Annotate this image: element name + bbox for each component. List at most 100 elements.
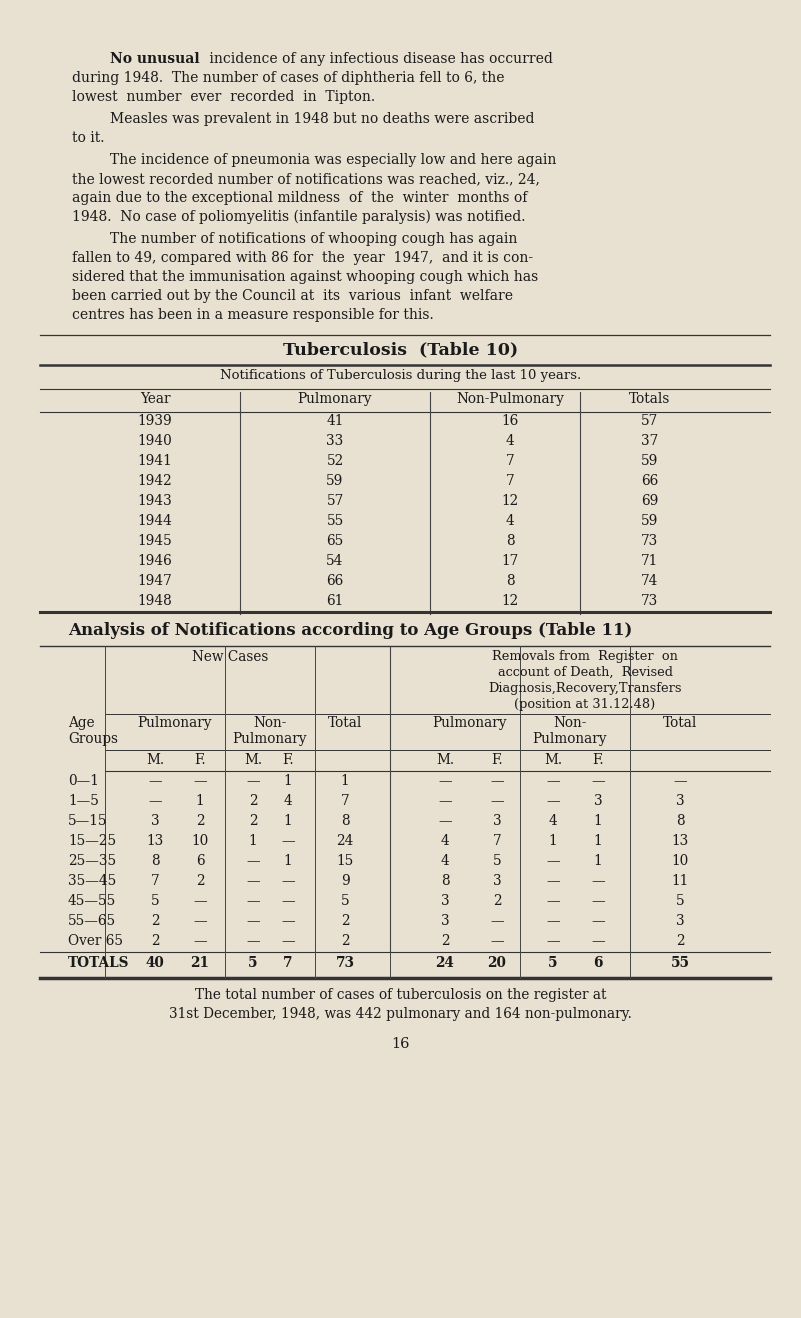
Text: F.: F. xyxy=(282,753,294,767)
Text: M.: M. xyxy=(244,753,262,767)
Text: 54: 54 xyxy=(326,554,344,568)
Text: The total number of cases of tuberculosis on the register at: The total number of cases of tuberculosi… xyxy=(195,988,606,1002)
Text: 71: 71 xyxy=(642,554,658,568)
Text: 4: 4 xyxy=(505,434,514,448)
Text: 1: 1 xyxy=(195,793,204,808)
Text: —: — xyxy=(673,774,686,788)
Text: —: — xyxy=(490,774,504,788)
Text: 2: 2 xyxy=(248,815,257,828)
Text: 73: 73 xyxy=(336,956,355,970)
Text: 21: 21 xyxy=(191,956,210,970)
Text: 2: 2 xyxy=(195,874,204,888)
Text: —: — xyxy=(148,774,162,788)
Text: M.: M. xyxy=(436,753,454,767)
Text: —: — xyxy=(246,894,260,908)
Text: —: — xyxy=(490,913,504,928)
Text: 7: 7 xyxy=(340,793,349,808)
Text: 17: 17 xyxy=(501,554,518,568)
Text: —: — xyxy=(281,934,295,948)
Text: 5: 5 xyxy=(340,894,349,908)
Text: —: — xyxy=(546,793,560,808)
Text: 8: 8 xyxy=(676,815,684,828)
Text: Measles was prevalent in 1948 but no deaths were ascribed: Measles was prevalent in 1948 but no dea… xyxy=(110,112,534,127)
Text: —: — xyxy=(546,913,560,928)
Text: —: — xyxy=(490,793,504,808)
Text: 1947: 1947 xyxy=(138,575,172,588)
Text: —: — xyxy=(438,815,452,828)
Text: 3: 3 xyxy=(594,793,602,808)
Text: 65: 65 xyxy=(326,534,344,548)
Text: 4: 4 xyxy=(441,834,449,847)
Text: 3: 3 xyxy=(441,894,449,908)
Text: 7: 7 xyxy=(284,956,292,970)
Text: 74: 74 xyxy=(642,575,658,588)
Text: —: — xyxy=(246,874,260,888)
Text: 5: 5 xyxy=(493,854,501,869)
Text: The number of notifications of whooping cough has again: The number of notifications of whooping … xyxy=(110,232,517,246)
Text: —: — xyxy=(546,874,560,888)
Text: 1: 1 xyxy=(284,774,292,788)
Text: Analysis of Notifications according to Age Groups (Table 11): Analysis of Notifications according to A… xyxy=(68,622,632,639)
Text: been carried out by the Council at  its  various  infant  welfare: been carried out by the Council at its v… xyxy=(72,289,513,303)
Text: F.: F. xyxy=(491,753,503,767)
Text: 8: 8 xyxy=(441,874,449,888)
Text: Pulmonary: Pulmonary xyxy=(298,391,372,406)
Text: 3: 3 xyxy=(151,815,159,828)
Text: the lowest recorded number of notifications was reached, viz., 24,: the lowest recorded number of notificati… xyxy=(72,173,540,186)
Text: —: — xyxy=(546,894,560,908)
Text: Tuberculosis  (Table 10): Tuberculosis (Table 10) xyxy=(283,341,518,358)
Text: 2: 2 xyxy=(676,934,684,948)
Text: incidence of any infectious disease has occurred: incidence of any infectious disease has … xyxy=(205,51,553,66)
Text: —: — xyxy=(438,774,452,788)
Text: —: — xyxy=(591,934,605,948)
Text: 2: 2 xyxy=(151,913,159,928)
Text: 7: 7 xyxy=(505,474,514,488)
Text: —: — xyxy=(193,913,207,928)
Text: 59: 59 xyxy=(326,474,344,488)
Text: 3: 3 xyxy=(676,793,684,808)
Text: 1: 1 xyxy=(248,834,257,847)
Text: 61: 61 xyxy=(326,594,344,608)
Text: 13: 13 xyxy=(147,834,163,847)
Text: 1: 1 xyxy=(594,854,602,869)
Text: Removals from  Register  on: Removals from Register on xyxy=(492,650,678,663)
Text: 8: 8 xyxy=(505,534,514,548)
Text: 1: 1 xyxy=(594,834,602,847)
Text: 59: 59 xyxy=(642,453,658,468)
Text: 24: 24 xyxy=(336,834,354,847)
Text: —: — xyxy=(246,774,260,788)
Text: Age
Groups: Age Groups xyxy=(68,716,118,746)
Text: F.: F. xyxy=(194,753,206,767)
Text: 31st December, 1948, was 442 pulmonary and 164 non-pulmonary.: 31st December, 1948, was 442 pulmonary a… xyxy=(169,1007,632,1021)
Text: 4: 4 xyxy=(441,854,449,869)
Text: —: — xyxy=(591,774,605,788)
Text: M.: M. xyxy=(146,753,164,767)
Text: (position at 31.12.48): (position at 31.12.48) xyxy=(514,699,656,710)
Text: —: — xyxy=(193,774,207,788)
Text: 2: 2 xyxy=(195,815,204,828)
Text: 55: 55 xyxy=(670,956,690,970)
Text: Year: Year xyxy=(139,391,171,406)
Text: 2: 2 xyxy=(151,934,159,948)
Text: 0—1: 0—1 xyxy=(68,774,99,788)
Text: 1945: 1945 xyxy=(138,534,172,548)
Text: 24: 24 xyxy=(436,956,454,970)
Text: 2: 2 xyxy=(340,913,349,928)
Text: 5: 5 xyxy=(248,956,258,970)
Text: 1946: 1946 xyxy=(138,554,172,568)
Text: The incidence of pneumonia was especially low and here again: The incidence of pneumonia was especiall… xyxy=(110,153,557,167)
Text: —: — xyxy=(246,854,260,869)
Text: 25—35: 25—35 xyxy=(68,854,116,869)
Text: 52: 52 xyxy=(326,453,344,468)
Text: 5—15: 5—15 xyxy=(68,815,107,828)
Text: 2: 2 xyxy=(493,894,501,908)
Text: centres has been in a measure responsible for this.: centres has been in a measure responsibl… xyxy=(72,308,434,322)
Text: 1948: 1948 xyxy=(138,594,172,608)
Text: 1: 1 xyxy=(340,774,349,788)
Text: 7: 7 xyxy=(505,453,514,468)
Text: 1: 1 xyxy=(549,834,557,847)
Text: 13: 13 xyxy=(671,834,689,847)
Text: 15: 15 xyxy=(336,854,353,869)
Text: —: — xyxy=(591,894,605,908)
Text: 57: 57 xyxy=(642,414,658,428)
